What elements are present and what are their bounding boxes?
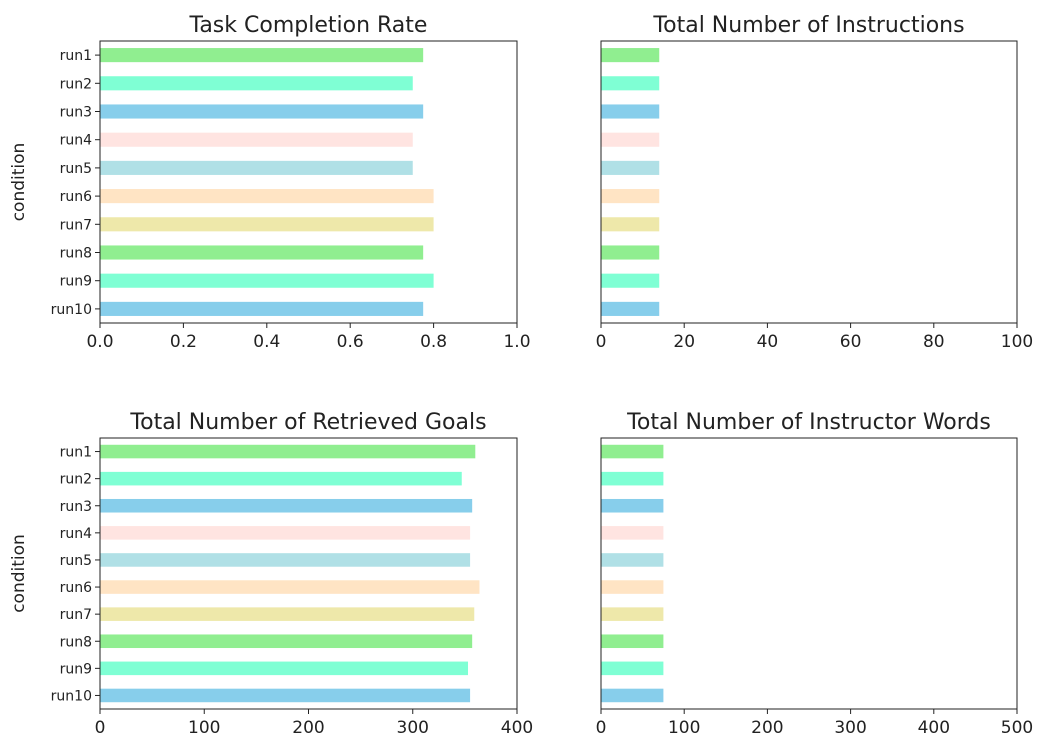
y-tick-label: run8 bbox=[60, 634, 92, 650]
x-tick-label: 400 bbox=[918, 718, 950, 738]
bar-run1 bbox=[100, 444, 476, 459]
y-tick-label: run5 bbox=[60, 161, 92, 177]
y-tick-label: run4 bbox=[60, 526, 93, 542]
x-tick-label: 0 bbox=[95, 718, 106, 738]
x-tick-label: 200 bbox=[292, 718, 324, 738]
chart-title: Task Completion Rate bbox=[189, 13, 428, 38]
bar-run7 bbox=[100, 607, 475, 621]
x-tick-label: 0.6 bbox=[337, 332, 364, 352]
bar-run10 bbox=[601, 688, 664, 703]
bar-run1 bbox=[601, 444, 664, 459]
chart-title: Total Number of Retrieved Goals bbox=[129, 410, 486, 435]
bar-run10 bbox=[100, 688, 471, 703]
bar-run5 bbox=[601, 160, 660, 175]
bar-run6 bbox=[601, 189, 660, 204]
bar-run2 bbox=[601, 76, 660, 91]
bar-run9 bbox=[601, 661, 664, 676]
chart-panel-2: Total Number of Instructions 0 20 40 60 80 100 bbox=[596, 13, 1034, 352]
y-tick-label: run7 bbox=[60, 217, 92, 233]
bar-run4 bbox=[601, 526, 664, 540]
y-tick-label: run4 bbox=[60, 133, 93, 149]
x-tick-label: 60 bbox=[840, 332, 862, 352]
bar-run3 bbox=[601, 498, 664, 513]
y-tick-label: run6 bbox=[60, 580, 93, 596]
x-tick-label: 0.4 bbox=[253, 332, 280, 352]
bar-run3 bbox=[100, 498, 473, 513]
y-tick-label: run10 bbox=[51, 688, 92, 704]
y-tick-label: run6 bbox=[60, 189, 93, 205]
y-axis-label: condition bbox=[9, 534, 29, 613]
chart-panel-4: Total Number of Instructor Words 0 100 200 3… bbox=[596, 410, 1034, 738]
bar-run6 bbox=[100, 580, 480, 594]
x-tick-label: 300 bbox=[397, 718, 429, 738]
y-tick-label: run9 bbox=[60, 274, 92, 290]
bar-run3 bbox=[100, 104, 424, 119]
plot-frame bbox=[99, 40, 518, 324]
bar-run8 bbox=[601, 634, 664, 649]
bar-run7 bbox=[601, 217, 660, 232]
y-tick-label: run3 bbox=[60, 499, 92, 515]
bar-run9 bbox=[100, 273, 434, 288]
x-tick-label: 100 bbox=[668, 718, 700, 738]
chart-title: Total Number of Instructor Words bbox=[626, 410, 991, 435]
x-tick-label: 20 bbox=[673, 332, 695, 352]
bar-run6 bbox=[100, 189, 434, 204]
y-tick-label: run7 bbox=[60, 607, 92, 623]
bar-run6 bbox=[601, 580, 664, 594]
bar-run2 bbox=[100, 471, 462, 486]
x-tick-label: 0.8 bbox=[420, 332, 447, 352]
bar-run4 bbox=[100, 526, 471, 540]
bar-run5 bbox=[100, 553, 471, 567]
chart-title: Total Number of Instructions bbox=[652, 13, 964, 38]
bar-run4 bbox=[100, 132, 413, 147]
x-tick-label: 80 bbox=[923, 332, 945, 352]
bar-run4 bbox=[601, 132, 660, 147]
bar-run9 bbox=[601, 273, 660, 288]
y-tick-label: run5 bbox=[60, 553, 92, 569]
y-tick-label: run1 bbox=[60, 445, 92, 461]
x-tick-label: 0 bbox=[596, 332, 607, 352]
bar-run3 bbox=[601, 104, 660, 119]
bar-run9 bbox=[100, 661, 469, 676]
plot-frame bbox=[600, 437, 1018, 710]
bar-run1 bbox=[601, 48, 660, 63]
bar-run5 bbox=[601, 553, 664, 567]
y-tick-label: run10 bbox=[51, 302, 92, 318]
bar-run8 bbox=[100, 634, 473, 649]
x-tick-label: 500 bbox=[1001, 718, 1033, 738]
x-tick-label: 40 bbox=[757, 332, 779, 352]
y-tick-label: run1 bbox=[60, 48, 92, 64]
plot-frame bbox=[600, 40, 1018, 324]
chart-panel-3: Total Number of Retrieved Goals run1 run2 r… bbox=[9, 410, 533, 738]
x-tick-label: 100 bbox=[188, 718, 220, 738]
bar-run10 bbox=[601, 301, 660, 316]
bar-run8 bbox=[601, 245, 660, 260]
x-tick-label: 200 bbox=[751, 718, 783, 738]
bar-run1 bbox=[100, 48, 424, 63]
x-tick-label: 0 bbox=[596, 718, 607, 738]
bar-run5 bbox=[100, 160, 413, 175]
y-tick-label: run3 bbox=[60, 105, 92, 121]
x-tick-label: 0.2 bbox=[170, 332, 197, 352]
y-tick-label: run2 bbox=[60, 76, 92, 92]
chart-panel-1: Task Completion Rate run1 run2 run3 run4 run5… bbox=[9, 13, 531, 352]
bar-run7 bbox=[601, 607, 664, 621]
bar-run2 bbox=[100, 76, 413, 91]
y-axis-label: condition bbox=[9, 143, 29, 222]
x-tick-label: 1.0 bbox=[503, 332, 530, 352]
bar-run2 bbox=[601, 471, 664, 486]
bar-run8 bbox=[100, 245, 424, 260]
x-tick-label: 400 bbox=[501, 718, 533, 738]
bar-run10 bbox=[100, 301, 424, 316]
y-tick-label: run9 bbox=[60, 661, 92, 677]
x-tick-label: 0.0 bbox=[86, 332, 113, 352]
bar-run7 bbox=[100, 217, 434, 232]
y-tick-label: run8 bbox=[60, 246, 92, 262]
x-tick-label: 100 bbox=[1001, 332, 1033, 352]
x-tick-label: 300 bbox=[834, 718, 866, 738]
y-tick-label: run2 bbox=[60, 472, 92, 488]
